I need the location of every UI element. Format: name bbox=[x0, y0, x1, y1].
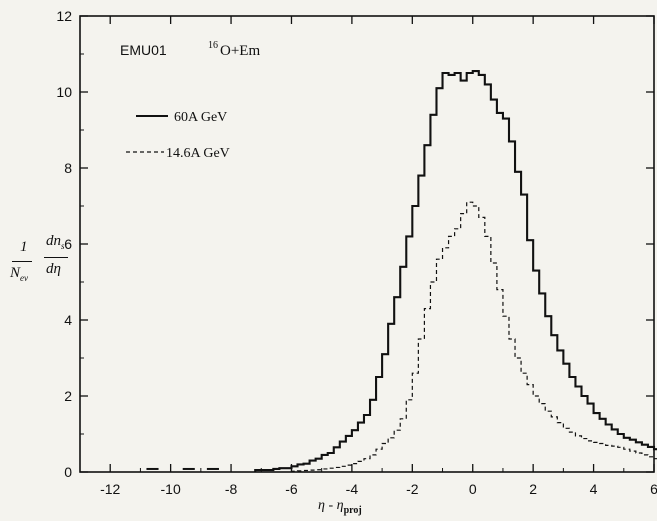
y-label-fracbar-2 bbox=[44, 257, 68, 258]
ticks: -12 -10 -8 -6 -4 -2 0 2 4 6 0 2 4 6 8 10 12 bbox=[56, 8, 657, 497]
series-14-6A-GeV-histogram bbox=[290, 201, 657, 472]
x-tick-label: -6 bbox=[285, 481, 298, 497]
x-tick-label: 2 bbox=[529, 481, 537, 497]
y-tick-label: 2 bbox=[64, 388, 72, 404]
annotations: EMU01 16 O+Em 60A GeV 14.6A GeV bbox=[120, 40, 260, 161]
series-60A-GeV-histogram bbox=[254, 70, 657, 472]
x-tick-label: 6 bbox=[650, 481, 657, 497]
chart-title-reaction: O+Em bbox=[220, 43, 260, 59]
x-tick-label: 4 bbox=[590, 481, 598, 497]
y-label-fracbar-1 bbox=[12, 261, 32, 262]
x-tick-label: -10 bbox=[161, 481, 181, 497]
axes bbox=[79, 15, 655, 473]
x-tick-label: 0 bbox=[469, 481, 477, 497]
legend-solid-label: 60A GeV bbox=[174, 110, 227, 125]
y-label-den1: Nev bbox=[10, 265, 29, 283]
y-label-num2: dns bbox=[46, 233, 65, 251]
y-label-den2: dη bbox=[46, 261, 61, 277]
x-tick-label: -2 bbox=[406, 481, 419, 497]
x-tick-label: -8 bbox=[225, 481, 238, 497]
chart-title-experiment: EMU01 bbox=[120, 42, 167, 58]
y-label-num1: 1 bbox=[20, 239, 28, 255]
y-tick-label: 6 bbox=[64, 236, 72, 252]
x-tick-label: -12 bbox=[100, 481, 120, 497]
y-tick-label: 8 bbox=[64, 160, 72, 176]
y-tick-label: 12 bbox=[56, 8, 72, 24]
y-axis-label: 1 Nev dns dη bbox=[2, 205, 72, 325]
legend-dashed-label: 14.6A GeV bbox=[166, 146, 230, 161]
plot-frame bbox=[79, 15, 655, 473]
x-axis-label: η - ηproj bbox=[318, 498, 362, 516]
chart-title-isotope: 16 bbox=[208, 40, 218, 51]
x-tick-label: -4 bbox=[346, 481, 359, 497]
series-layer bbox=[254, 70, 657, 472]
y-tick-label: 0 bbox=[64, 464, 72, 480]
y-tick-label: 10 bbox=[56, 84, 72, 100]
y-tick-label: 4 bbox=[64, 312, 72, 328]
